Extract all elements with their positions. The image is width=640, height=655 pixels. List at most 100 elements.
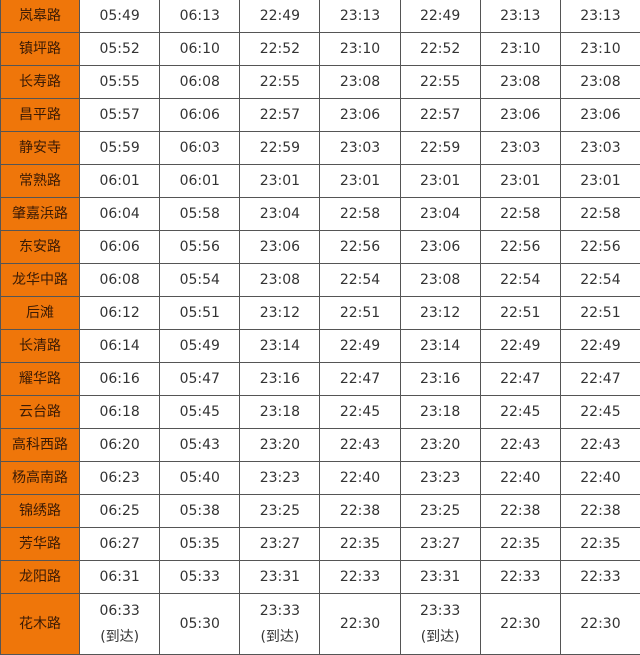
time-value: 23:16 bbox=[420, 371, 460, 387]
time-cell: 22:33 bbox=[320, 561, 400, 594]
time-cell: 23:27 bbox=[400, 528, 480, 561]
time-cell: 22:35 bbox=[480, 528, 560, 561]
time-value: 22:33 bbox=[580, 569, 620, 585]
time-cell: 23:18 bbox=[400, 396, 480, 429]
time-value: 23:31 bbox=[420, 569, 460, 585]
time-cell: 06:06 bbox=[80, 231, 160, 264]
time-cell: 22:43 bbox=[320, 429, 400, 462]
time-value: 22:58 bbox=[340, 206, 380, 222]
time-cell: 23:06 bbox=[560, 99, 640, 132]
time-cell: 22:51 bbox=[560, 297, 640, 330]
time-value: 06:13 bbox=[180, 8, 220, 24]
time-value: 22:38 bbox=[340, 503, 380, 519]
time-cell: 22:58 bbox=[320, 198, 400, 231]
time-cell: 06:20 bbox=[80, 429, 160, 462]
time-value: 23:10 bbox=[500, 41, 540, 57]
time-value: 23:33 bbox=[420, 603, 460, 619]
time-cell: 05:51 bbox=[160, 297, 240, 330]
time-cell: 23:27 bbox=[240, 528, 320, 561]
time-value: 23:08 bbox=[500, 74, 540, 90]
time-cell: 22:33 bbox=[560, 561, 640, 594]
time-cell: 06:18 bbox=[80, 396, 160, 429]
time-cell: 23:31 bbox=[240, 561, 320, 594]
time-cell: 22:54 bbox=[560, 264, 640, 297]
time-cell: 22:56 bbox=[560, 231, 640, 264]
time-value: 06:08 bbox=[99, 272, 139, 288]
time-value: 05:49 bbox=[99, 8, 139, 24]
station-name: 岚皋路 bbox=[1, 0, 80, 33]
time-value: 22:59 bbox=[260, 140, 300, 156]
time-value: 23:06 bbox=[340, 107, 380, 123]
time-value: 06:25 bbox=[99, 503, 139, 519]
time-cell: 05:49 bbox=[160, 330, 240, 363]
time-cell: 23:01 bbox=[400, 165, 480, 198]
time-value: 22:49 bbox=[500, 338, 540, 354]
time-value: 05:47 bbox=[180, 371, 220, 387]
time-value: 06:03 bbox=[180, 140, 220, 156]
time-cell: 23:06 bbox=[320, 99, 400, 132]
time-value: 06:04 bbox=[99, 206, 139, 222]
time-value: 22:35 bbox=[500, 536, 540, 552]
time-cell: 23:14 bbox=[240, 330, 320, 363]
time-value: 06:20 bbox=[99, 437, 139, 453]
time-cell: 05:38 bbox=[160, 495, 240, 528]
time-cell: 22:49 bbox=[320, 330, 400, 363]
time-cell: 23:12 bbox=[240, 297, 320, 330]
time-cell: 06:06 bbox=[160, 99, 240, 132]
time-value: 06:27 bbox=[99, 536, 139, 552]
time-value: 05:43 bbox=[180, 437, 220, 453]
time-cell: 22:54 bbox=[480, 264, 560, 297]
arrival-note: (到达) bbox=[240, 628, 319, 646]
time-cell: 22:40 bbox=[480, 462, 560, 495]
time-value: 23:13 bbox=[580, 8, 620, 24]
time-cell: 06:27 bbox=[80, 528, 160, 561]
time-value: 22:54 bbox=[340, 272, 380, 288]
time-cell: 06:16 bbox=[80, 363, 160, 396]
time-cell: 23:03 bbox=[320, 132, 400, 165]
time-cell: 23:13 bbox=[560, 0, 640, 33]
time-value: 06:18 bbox=[99, 404, 139, 420]
time-value: 06:33 bbox=[99, 603, 139, 619]
time-cell: 22:59 bbox=[400, 132, 480, 165]
time-value: 05:49 bbox=[180, 338, 220, 354]
time-cell: 22:49 bbox=[400, 0, 480, 33]
time-value: 22:35 bbox=[580, 536, 620, 552]
time-cell: 23:18 bbox=[240, 396, 320, 429]
time-cell: 22:47 bbox=[480, 363, 560, 396]
time-value: 22:30 bbox=[580, 616, 620, 632]
time-cell: 23:03 bbox=[560, 132, 640, 165]
time-cell: 22:59 bbox=[240, 132, 320, 165]
time-value: 05:33 bbox=[180, 569, 220, 585]
time-cell: 05:49 bbox=[80, 0, 160, 33]
time-cell: 23:10 bbox=[320, 33, 400, 66]
time-value: 22:38 bbox=[500, 503, 540, 519]
time-value: 22:49 bbox=[420, 8, 460, 24]
time-value: 22:40 bbox=[580, 470, 620, 486]
time-cell: 23:01 bbox=[320, 165, 400, 198]
time-cell: 05:52 bbox=[80, 33, 160, 66]
time-value: 23:10 bbox=[340, 41, 380, 57]
time-cell: 06:14 bbox=[80, 330, 160, 363]
time-cell: 23:08 bbox=[240, 264, 320, 297]
time-cell: 22:57 bbox=[400, 99, 480, 132]
time-cell: 22:54 bbox=[320, 264, 400, 297]
time-cell: 23:33(到达) bbox=[400, 594, 480, 655]
time-cell: 22:47 bbox=[320, 363, 400, 396]
time-cell: 23:23 bbox=[400, 462, 480, 495]
time-cell: 22:55 bbox=[240, 66, 320, 99]
time-value: 22:45 bbox=[580, 404, 620, 420]
time-cell: 23:04 bbox=[240, 198, 320, 231]
time-value: 22:33 bbox=[500, 569, 540, 585]
time-value: 22:49 bbox=[260, 8, 300, 24]
time-cell: 23:12 bbox=[400, 297, 480, 330]
time-cell: 05:58 bbox=[160, 198, 240, 231]
time-cell: 22:49 bbox=[240, 0, 320, 33]
time-value: 22:47 bbox=[580, 371, 620, 387]
time-cell: 22:30 bbox=[560, 594, 640, 655]
station-name: 龙华中路 bbox=[1, 264, 80, 297]
time-value: 22:49 bbox=[580, 338, 620, 354]
time-value: 22:30 bbox=[500, 616, 540, 632]
